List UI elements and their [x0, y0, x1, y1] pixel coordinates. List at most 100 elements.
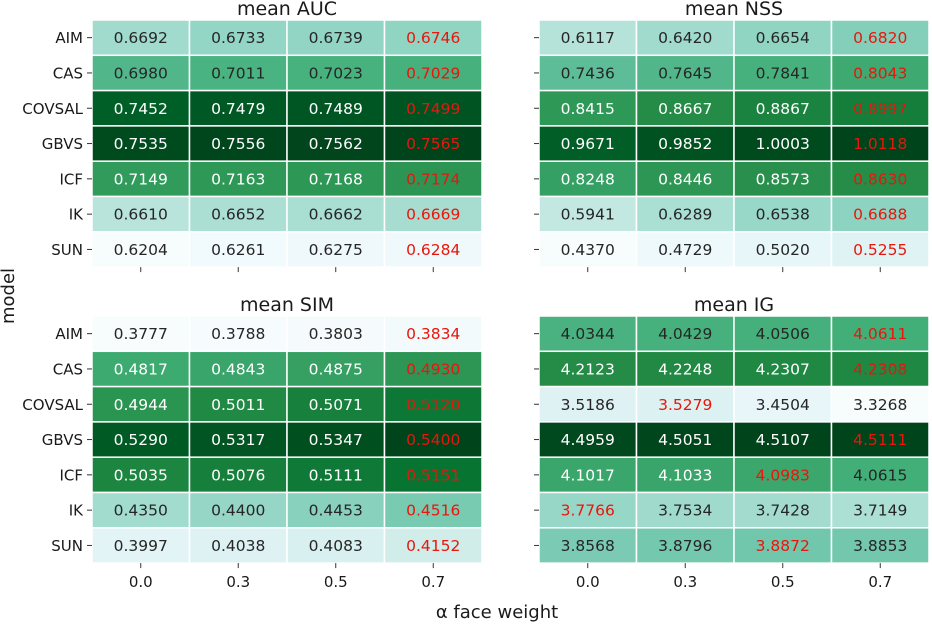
cell-value-label: 0.4875	[309, 360, 363, 378]
row-label: CAS	[53, 360, 83, 378]
cell-value-label: 4.5107	[756, 431, 810, 449]
heatmap-cell	[733, 54, 833, 92]
heatmap-cell	[286, 385, 386, 423]
cell-value-label: 0.4350	[114, 502, 168, 520]
row-label: IK	[69, 502, 84, 520]
row-label: COVSAL	[22, 396, 83, 414]
row-label: AIM	[55, 29, 83, 47]
heatmap-cell	[383, 125, 483, 162]
cell-value-label: 0.4843	[211, 360, 265, 378]
cell-value-label: 3.7149	[853, 502, 907, 520]
heatmap-cell	[188, 231, 288, 268]
cell-value-label: 0.8446	[658, 170, 712, 188]
cell-value-label: 1.0118	[853, 135, 907, 153]
cell-value-label: 0.5400	[406, 431, 460, 449]
cell-value-label: 0.4400	[211, 502, 265, 520]
cell-value-label: 0.6261	[211, 241, 265, 259]
cell-value-label: 0.8997	[853, 100, 907, 118]
cell-value-label: 0.6820	[853, 29, 907, 47]
cell-value-label: 0.7499	[406, 100, 460, 118]
cell-value-label: 0.7168	[309, 170, 363, 188]
cell-value-label: 0.4370	[561, 241, 615, 259]
heatmap-cell	[538, 19, 638, 57]
cell-value-label: 0.7163	[211, 170, 265, 188]
row-label: AIM	[55, 325, 83, 343]
cell-value-label: 0.7149	[114, 170, 168, 188]
cell-value-label: 4.0611	[853, 325, 907, 343]
cell-value-label: 0.4930	[406, 360, 460, 378]
cell-value-label: 0.5011	[211, 396, 265, 414]
heatmap-cell	[383, 54, 483, 92]
cell-value-label: 0.6692	[114, 29, 168, 47]
heatmap-cell	[286, 231, 386, 268]
cell-value-label: 0.6652	[211, 206, 265, 224]
heatmap-cell	[91, 456, 191, 494]
cell-value-label: 0.6204	[114, 241, 168, 259]
cell-value-label: 3.5186	[561, 396, 615, 414]
cell-value-label: 4.5051	[658, 431, 712, 449]
cell-value-label: 0.6654	[756, 29, 810, 47]
column-label: 0.7	[421, 573, 445, 591]
heatmap-cell	[91, 315, 191, 353]
heatmap-cell	[91, 350, 191, 388]
row-label: GBVS	[42, 135, 83, 153]
cell-value-label: 4.1017	[561, 466, 615, 484]
cell-value-label: 4.0506	[756, 325, 810, 343]
column-label: 0.5	[771, 573, 795, 591]
heatmap-cell	[733, 385, 833, 423]
heatmap-cell	[188, 160, 288, 198]
heatmap-cell	[733, 456, 833, 494]
cell-value-label: 0.7562	[309, 135, 363, 153]
column-label: 0.0	[576, 573, 600, 591]
cell-value-label: 0.4516	[406, 502, 460, 520]
cell-value-label: 4.1033	[658, 466, 712, 484]
cell-value-label: 4.0983	[756, 466, 810, 484]
cell-value-label: 0.4083	[309, 537, 363, 555]
heatmap-cell	[286, 160, 386, 198]
heatmap-panel: mean SIM 0.3777 0.3788 0.3803 0.3834 AIM 0.481…	[22, 294, 483, 591]
cell-value-label: 3.8568	[561, 537, 615, 555]
cell-value-label: 0.7489	[309, 100, 363, 118]
heatmap-cell	[830, 315, 930, 353]
cell-value-label: 0.7174	[406, 170, 460, 188]
cell-value-label: 0.5151	[406, 466, 460, 484]
cell-value-label: 0.6538	[756, 206, 810, 224]
cell-value-label: 0.5347	[309, 431, 363, 449]
cell-value-label: 4.0429	[658, 325, 712, 343]
cell-value-label: 3.7428	[756, 502, 810, 520]
cell-value-label: 0.6420	[658, 29, 712, 47]
heatmap-cell	[188, 350, 288, 388]
cell-value-label: 3.4504	[756, 396, 810, 414]
heatmap-cell	[286, 456, 386, 494]
heatmap-cell	[383, 456, 483, 494]
cell-value-label: 0.6275	[309, 241, 363, 259]
heatmap-cell	[188, 19, 288, 57]
cell-value-label: 0.9671	[561, 135, 615, 153]
cell-value-label: 0.4944	[114, 396, 168, 414]
cell-value-label: 0.3777	[114, 325, 168, 343]
heatmap-cell	[188, 125, 288, 162]
heatmap-cell	[830, 527, 930, 564]
heatmap-cell	[383, 350, 483, 388]
cell-value-label: 4.2123	[561, 360, 615, 378]
heatmap-cell	[383, 385, 483, 423]
cell-value-label: 0.3834	[406, 325, 460, 343]
heatmap-cell	[733, 491, 833, 529]
cell-value-label: 0.5071	[309, 396, 363, 414]
cell-value-label: 0.5290	[114, 431, 168, 449]
cell-value-label: 0.4817	[114, 360, 168, 378]
heatmap-cell	[188, 315, 288, 353]
cell-value-label: 0.3997	[114, 537, 168, 555]
cell-value-label: 0.6289	[658, 206, 712, 224]
cell-value-label: 0.6739	[309, 29, 363, 47]
cell-value-label: 4.2248	[658, 360, 712, 378]
cell-value-label: 0.5941	[561, 206, 615, 224]
cell-value-label: 0.5120	[406, 396, 460, 414]
cell-value-label: 0.6610	[114, 206, 168, 224]
cell-value-label: 0.8043	[853, 64, 907, 82]
cell-value-label: 4.0344	[561, 325, 615, 343]
heatmap-cell	[383, 315, 483, 353]
cell-value-label: 3.8796	[658, 537, 712, 555]
cell-value-label: 0.5020	[756, 241, 810, 259]
cell-value-label: 0.3788	[211, 325, 265, 343]
